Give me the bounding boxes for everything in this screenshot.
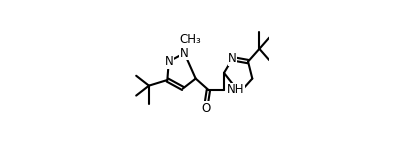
Text: NH: NH — [227, 83, 244, 96]
Text: N: N — [228, 52, 237, 65]
Text: N: N — [180, 47, 189, 60]
Text: O: O — [201, 102, 210, 115]
Text: N: N — [164, 55, 173, 68]
Text: CH₃: CH₃ — [179, 33, 201, 46]
Text: S: S — [236, 86, 243, 99]
